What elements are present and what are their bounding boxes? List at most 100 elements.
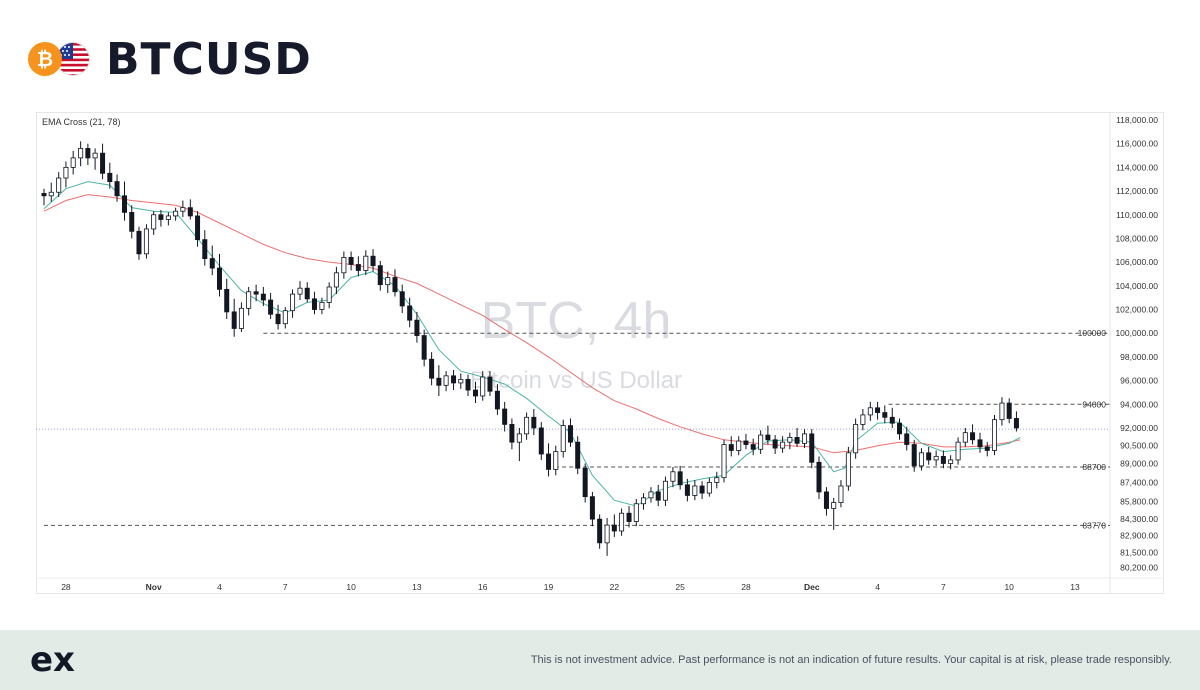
y-tick-label: 98,000.00 <box>1120 352 1158 362</box>
y-tick-label: 118,000.00 <box>1116 115 1158 125</box>
candle-body <box>772 439 778 449</box>
candle-body <box>48 191 54 197</box>
candle-body <box>955 441 961 461</box>
candle-body <box>677 471 683 486</box>
candle-body <box>626 512 632 522</box>
candle-body <box>780 441 786 449</box>
chart-frame <box>36 112 1164 594</box>
candle-body <box>494 390 500 410</box>
candle-body <box>209 258 215 269</box>
candle-body <box>195 215 201 241</box>
y-tick-label: 104,000.00 <box>1115 281 1158 291</box>
price-chart[interactable]: BTC, 4h Bitcoin vs US Dollar EMA Cross (21… <box>36 112 1164 594</box>
x-tick-label: 10 <box>1004 582 1014 592</box>
candle-body <box>231 311 237 329</box>
x-tick-label: 25 <box>675 582 685 592</box>
candle-body <box>216 267 222 290</box>
candle-body <box>991 419 997 451</box>
candle-body <box>129 211 135 232</box>
candle-body <box>187 207 193 217</box>
candle-body <box>436 377 442 386</box>
candle-body <box>70 157 76 168</box>
candle-body <box>546 453 552 470</box>
candle-body <box>728 444 734 451</box>
x-tick-label: Nov <box>146 582 162 592</box>
candle-body <box>575 441 581 469</box>
y-tick-label: 110,000.00 <box>1116 210 1158 220</box>
candle-body <box>202 239 208 259</box>
candle-body <box>831 502 837 509</box>
x-tick-label: 19 <box>544 582 554 592</box>
x-tick-label: 7 <box>283 582 288 592</box>
candle-body <box>867 407 873 416</box>
y-tick-label: 96,000.00 <box>1120 376 1158 386</box>
candle-body <box>282 310 288 325</box>
candle-body <box>911 444 917 467</box>
ticker-title: BTCUSD <box>106 34 312 85</box>
candle-body <box>414 319 420 336</box>
candle-body <box>377 265 383 286</box>
candle-body <box>480 376 486 397</box>
candle-body <box>860 414 866 425</box>
candle-body <box>714 477 720 483</box>
x-tick-label: 28 <box>741 582 751 592</box>
candle-body <box>560 425 566 453</box>
candle-body <box>136 230 142 255</box>
candle-body <box>531 416 537 429</box>
candle-body <box>787 437 793 443</box>
candle-body <box>56 177 62 193</box>
ema-slow-line <box>43 194 1021 454</box>
candle-body <box>246 291 252 309</box>
candle-body <box>173 210 179 217</box>
candle-body <box>524 416 530 435</box>
candle-body <box>363 255 369 271</box>
candle-body <box>633 503 639 522</box>
candle-body <box>648 491 654 499</box>
candle-body <box>392 277 398 293</box>
indicator-label: EMA Cross (21, 78) <box>42 117 121 127</box>
candle-body <box>845 452 851 487</box>
candle-body <box>238 307 244 329</box>
y-tick-label: 94,000.00 <box>1120 399 1158 409</box>
level-label: 83770 <box>1082 520 1106 530</box>
candle-body <box>684 484 690 496</box>
candle-body <box>165 215 171 220</box>
candle-body <box>875 407 881 413</box>
bitcoin-coin-icon: ₿ <box>28 42 62 76</box>
candle-body <box>502 408 508 425</box>
y-tick-label: 106,000.00 <box>1115 257 1158 267</box>
candle-body <box>897 422 903 435</box>
candle-body <box>838 485 844 503</box>
candle-body <box>662 480 668 501</box>
candle-body <box>743 440 749 445</box>
candle-body <box>370 255 376 267</box>
candle-body <box>516 433 522 443</box>
candle-body <box>348 256 354 265</box>
candle-body <box>107 172 113 182</box>
y-tick-label: 81,500.00 <box>1120 547 1158 557</box>
candle-body <box>721 444 727 479</box>
y-tick-label: 87,400.00 <box>1120 477 1158 487</box>
candle-body <box>304 287 310 300</box>
candle-body <box>567 425 573 443</box>
y-tick-label: 80,200.00 <box>1120 563 1158 573</box>
candle-body <box>92 152 98 159</box>
candle-body <box>114 181 120 197</box>
x-tick-label: Dec <box>804 582 820 592</box>
y-tick-label: 116,000.00 <box>1116 139 1158 149</box>
candle-body <box>122 195 128 213</box>
candle-body <box>224 288 230 313</box>
candle-body <box>904 433 910 445</box>
candle-body <box>509 423 515 443</box>
level-label: 100000 <box>1078 328 1107 338</box>
candle-body <box>933 455 939 461</box>
candle-body <box>641 497 647 505</box>
candle-body <box>158 214 164 220</box>
candle-body <box>311 298 317 310</box>
candle-body <box>297 287 303 295</box>
candle-body <box>619 512 625 532</box>
candle-body <box>451 375 457 384</box>
chart-svg[interactable]: BTC, 4h Bitcoin vs US Dollar EMA Cross (21… <box>36 112 1164 594</box>
candle-body <box>999 402 1005 421</box>
candle-body <box>1013 418 1019 429</box>
